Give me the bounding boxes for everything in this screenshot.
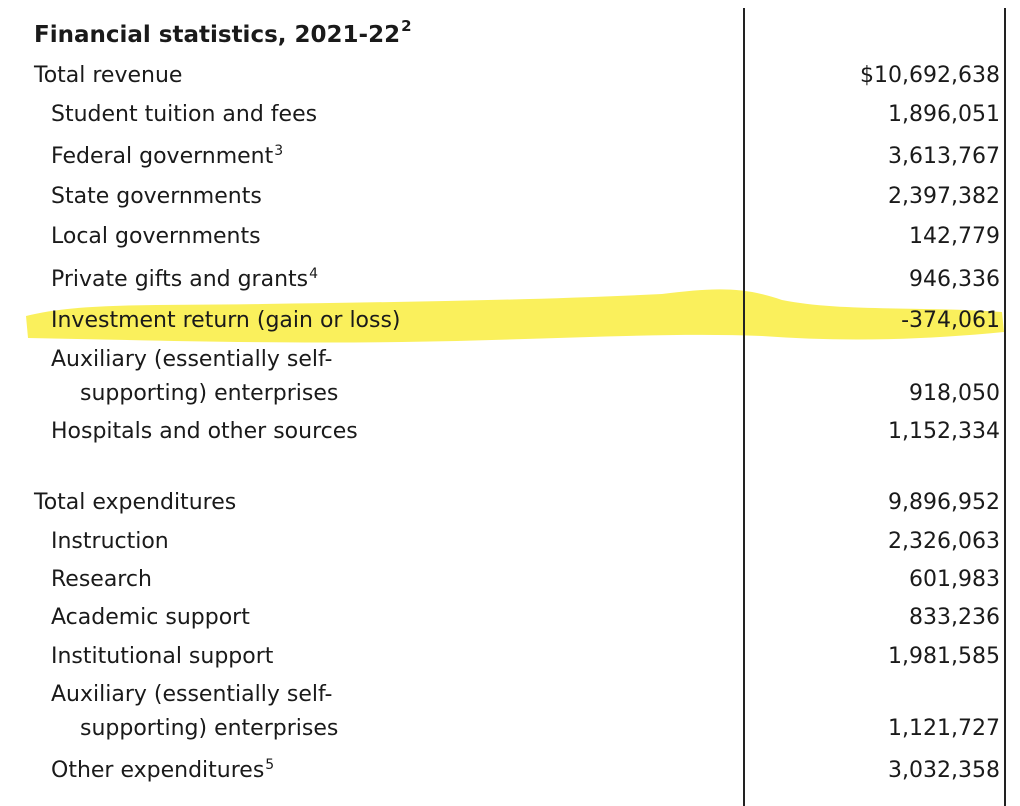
table-row: supporting) enterprises 1,121,727	[0, 715, 1020, 751]
row-label-hospitals: Hospitals and other sources	[51, 419, 358, 444]
row-label-instruction: Instruction	[51, 529, 169, 554]
row-label-state: State governments	[51, 184, 262, 209]
table-title: Financial statistics, 2021-222	[34, 17, 412, 48]
value-column-left-rule	[743, 8, 745, 806]
row-value-total-expenditures: 9,896,952	[888, 490, 1000, 515]
row-label-local: Local governments	[51, 224, 261, 249]
row-value-auxiliary: 918,050	[909, 381, 1000, 406]
table-row: Auxiliary (essentially self-	[0, 346, 1020, 382]
table-row: Student tuition and fees 1,896,051	[0, 101, 1020, 137]
row-value-hospitals: 1,152,334	[888, 419, 1000, 444]
row-value-exp-auxiliary: 1,121,727	[888, 716, 1000, 741]
row-label-auxiliary-line1: Auxiliary (essentially self-	[51, 347, 333, 372]
row-label-federal: Federal government3	[51, 143, 284, 169]
row-value-tuition: 1,896,051	[888, 102, 1000, 127]
footnote-marker: 4	[309, 266, 319, 282]
table-row: supporting) enterprises 918,050	[0, 380, 1020, 416]
table-row: Instruction 2,326,063	[0, 528, 1020, 564]
table-row-highlighted: Investment return (gain or loss) -374,06…	[0, 307, 1020, 343]
row-label-total-expenditures: Total expenditures	[34, 490, 237, 515]
table-row: Other expenditures5 3,032,358	[0, 757, 1020, 793]
row-value-federal: 3,613,767	[888, 144, 1000, 169]
row-value-investment: -374,061	[901, 308, 1000, 333]
table-row: Total revenue $10,692,638	[0, 62, 1020, 98]
table-row: State governments 2,397,382	[0, 183, 1020, 219]
row-value-total-revenue: $10,692,638	[860, 63, 1000, 88]
value-column-right-rule	[1004, 8, 1006, 806]
table-row: Auxiliary (essentially self-	[0, 681, 1020, 717]
footnote-marker: 5	[265, 757, 275, 773]
row-label-total-revenue: Total revenue	[34, 63, 183, 88]
row-value-private-gifts: 946,336	[909, 267, 1000, 292]
footnote-marker: 3	[274, 143, 284, 159]
row-value-research: 601,983	[909, 567, 1000, 592]
row-value-other-expenditures: 3,032,358	[888, 758, 1000, 783]
table-row: Total expenditures 9,896,952	[0, 489, 1020, 525]
row-label-academic-support: Academic support	[51, 605, 250, 630]
row-label-other-expenditures: Other expenditures5	[51, 757, 275, 783]
table-row: Institutional support 1,981,585	[0, 643, 1020, 679]
row-value-state: 2,397,382	[888, 184, 1000, 209]
table-row: Private gifts and grants4 946,336	[0, 266, 1020, 302]
row-label-private-gifts: Private gifts and grants4	[51, 266, 319, 292]
row-label-institutional-support: Institutional support	[51, 644, 274, 669]
row-label-investment: Investment return (gain or loss)	[51, 308, 401, 333]
table-row: Local governments 142,779	[0, 223, 1020, 259]
row-value-academic-support: 833,236	[909, 605, 1000, 630]
footnote-marker: 2	[401, 17, 412, 35]
table-row: Hospitals and other sources 1,152,334	[0, 418, 1020, 454]
row-label-research: Research	[51, 567, 152, 592]
row-value-instruction: 2,326,063	[888, 529, 1000, 554]
row-value-local: 142,779	[909, 224, 1000, 249]
table-row: Federal government3 3,613,767	[0, 143, 1020, 179]
row-label-auxiliary-line2: supporting) enterprises	[80, 381, 339, 406]
table-row: Academic support 833,236	[0, 604, 1020, 640]
table-row: Research 601,983	[0, 566, 1020, 602]
row-label-exp-auxiliary-line1: Auxiliary (essentially self-	[51, 682, 333, 707]
row-label-exp-auxiliary-line2: supporting) enterprises	[80, 716, 339, 741]
row-value-institutional-support: 1,981,585	[888, 644, 1000, 669]
row-label-tuition: Student tuition and fees	[51, 102, 318, 127]
